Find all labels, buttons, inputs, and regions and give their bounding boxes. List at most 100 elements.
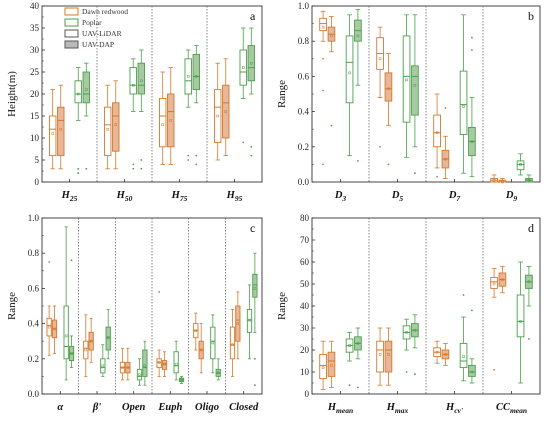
box-body: [411, 65, 419, 116]
outlier-point: [436, 175, 438, 178]
box-mean: [435, 131, 439, 134]
outlier-point: [357, 159, 359, 162]
y-tick-label: 25: [30, 67, 40, 77]
box-body: [46, 317, 52, 337]
box-mean: [131, 83, 135, 87]
outlier-point: [132, 163, 135, 166]
box-body: [239, 49, 247, 86]
box-mean: [143, 364, 147, 368]
box-mean: [59, 127, 63, 131]
y-axis-label: Range: [6, 292, 18, 320]
box-1: [167, 67, 175, 165]
box-3: [142, 340, 148, 386]
outlier-point: [48, 261, 51, 263]
box-body: [222, 84, 230, 139]
legend-swatch-uav-dap: [64, 40, 79, 49]
box-mean: [248, 318, 251, 322]
box-mean: [330, 364, 333, 367]
legend-label: UAV-DAP: [82, 40, 114, 49]
box-1: [125, 347, 131, 381]
x-tick-label: H95: [226, 190, 243, 203]
y-tick-label: 1.0: [298, 1, 310, 11]
box-body: [247, 45, 256, 82]
box-mean: [126, 366, 130, 369]
y-axis-label: Range: [276, 292, 288, 320]
box-mean: [84, 348, 88, 352]
box-mean: [216, 114, 219, 118]
x-tick-label-main: H: [171, 190, 181, 201]
outlier-point: [405, 371, 408, 373]
box-2: [63, 226, 69, 381]
box-mean: [224, 110, 228, 113]
box-0: [48, 89, 57, 170]
box-0: [193, 312, 199, 351]
box-mean: [157, 361, 161, 364]
box-body: [384, 340, 393, 373]
y-tick-label: 0.6: [28, 283, 40, 293]
y-tick-label: 0.6: [298, 71, 310, 81]
box-body: [229, 326, 236, 360]
box-0: [433, 340, 441, 364]
x-tick-label-main: D: [391, 190, 400, 201]
x-tick-label: D3: [334, 190, 347, 203]
box-3: [105, 309, 111, 360]
box-body: [252, 273, 258, 298]
box-0: [376, 26, 384, 148]
box-mean: [114, 123, 118, 127]
box-0: [158, 71, 167, 165]
box-mean: [211, 341, 215, 345]
outlier-point: [322, 163, 324, 166]
x-tick-label-main: H: [327, 402, 337, 413]
box-body: [142, 349, 148, 377]
box-3: [411, 14, 419, 175]
box-mean: [174, 362, 178, 366]
y-tick-label: 0.2: [298, 142, 309, 152]
y-tick-label: 10: [30, 133, 40, 143]
box-body: [319, 17, 327, 32]
outlier-point: [140, 167, 143, 170]
box-mean: [101, 364, 105, 368]
x-tick-label-sub: 7: [456, 194, 460, 203]
box-body: [82, 71, 91, 104]
box-mean: [321, 366, 325, 369]
y-tick-label: 1.0: [28, 213, 40, 223]
y-tick-label: 60: [300, 257, 310, 267]
box-body: [63, 305, 69, 360]
box-2: [459, 14, 468, 174]
box-mean: [413, 83, 417, 87]
box-mean: [356, 34, 360, 38]
outlier-point: [77, 167, 80, 170]
box-1: [384, 327, 393, 386]
box-mean: [89, 339, 93, 343]
legend-item-dawn-redwood: Dawn redwood: [64, 7, 128, 16]
x-tick-label-main: D: [334, 190, 343, 201]
x-tick-label: D9: [505, 190, 518, 203]
box-mean: [180, 378, 183, 382]
y-tick-label: 15: [30, 111, 40, 121]
box-2: [100, 344, 106, 377]
box-1: [498, 265, 507, 294]
box-0: [229, 309, 236, 377]
outlier-point: [471, 36, 473, 39]
y-tick-label: 0: [305, 389, 310, 399]
box-1: [235, 291, 241, 360]
x-tick-label-sub: 3: [341, 194, 346, 203]
box-mean: [387, 87, 390, 90]
x-tick-label: Euph: [157, 402, 182, 413]
box-mean: [241, 66, 245, 69]
x-tick-label-main: H: [386, 402, 396, 413]
y-tick-label: 5: [35, 155, 40, 165]
box-mean: [76, 92, 80, 96]
x-tick-label-sub: 9: [513, 194, 517, 203]
box-0: [319, 340, 327, 391]
outlier-point: [250, 154, 253, 157]
y-tick-label: 10: [300, 367, 310, 377]
box-body: [112, 102, 120, 152]
y-tick-label: 80: [300, 213, 310, 223]
box-3: [411, 314, 419, 376]
box-3: [354, 9, 362, 162]
box-mean: [356, 342, 360, 345]
box-0: [433, 93, 441, 178]
